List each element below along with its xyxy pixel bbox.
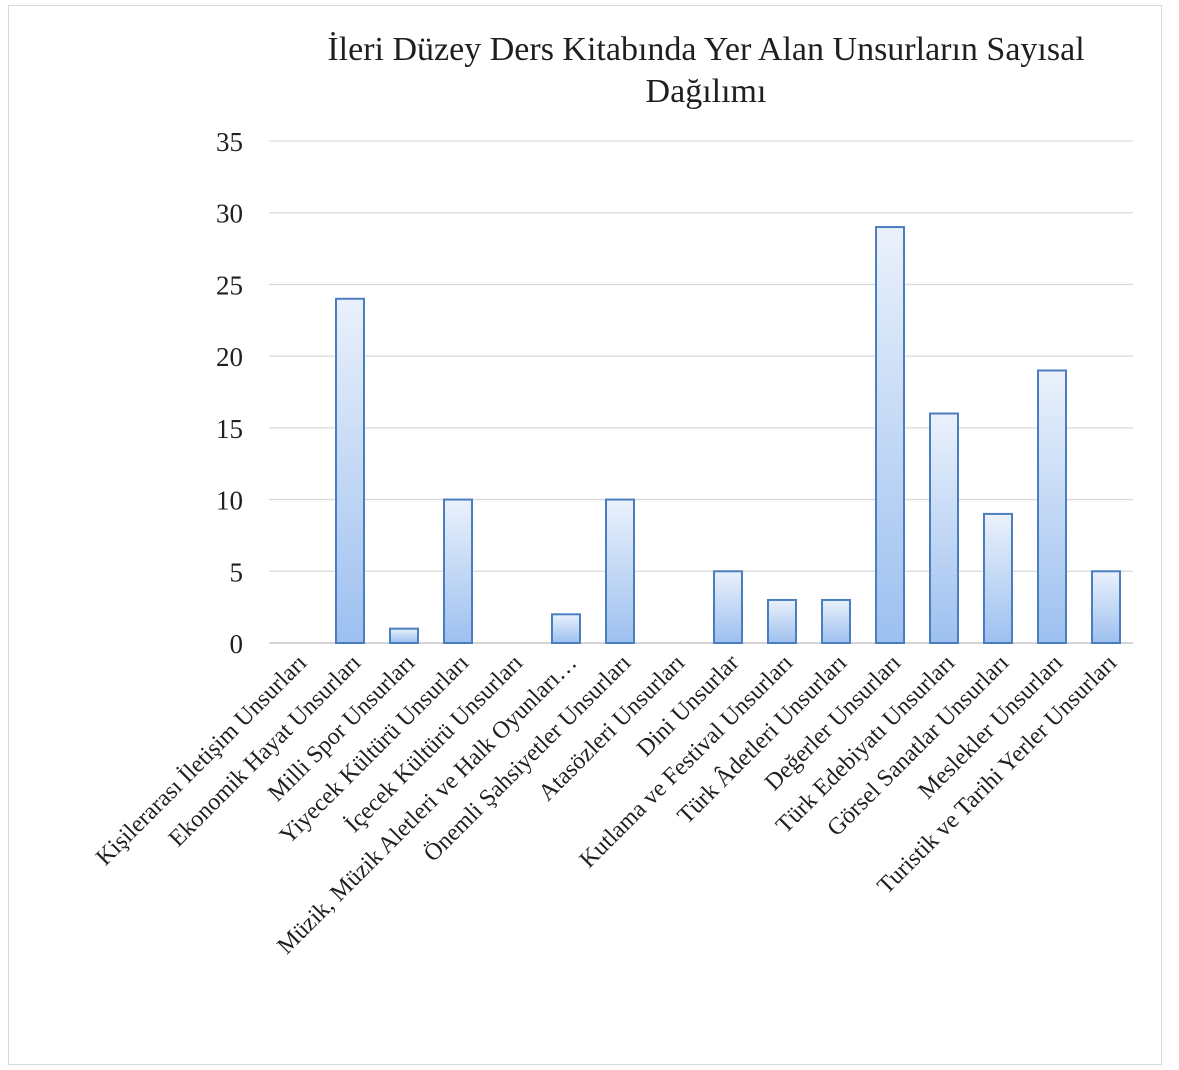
y-axis-ticks: 0 5 10 15 20 25 30 35 [216, 127, 243, 659]
bar [767, 598, 797, 645]
y-tick-label: 25 [216, 270, 243, 300]
chart-title-line-2: Dağılımı [646, 73, 767, 110]
bar [1037, 369, 1067, 644]
y-tick-label: 10 [216, 486, 243, 516]
y-tick-label: 5 [230, 557, 244, 587]
bar [389, 627, 419, 645]
y-tick-label: 30 [216, 199, 243, 229]
y-tick-label: 20 [216, 342, 243, 372]
chart-title-line-1: İleri Düzey Ders Kitabında Yer Alan Unsu… [327, 31, 1084, 68]
bar [335, 297, 365, 644]
bar [1091, 570, 1121, 644]
bar [551, 613, 581, 644]
bar [983, 512, 1013, 645]
bar [821, 598, 851, 645]
bar [875, 226, 905, 645]
bar [605, 498, 635, 645]
x-axis-ticks: Kişilerarası İletişim UnsurlarıEkonomik … [91, 650, 1122, 960]
x-tick-label: Kişilerarası İletişim Unsurları [91, 650, 312, 871]
bar [929, 412, 959, 644]
y-tick-label: 35 [216, 127, 243, 157]
bar [713, 570, 743, 644]
y-tick-label: 0 [230, 629, 244, 659]
bars [335, 226, 1121, 645]
y-tick-label: 15 [216, 414, 243, 444]
bar [443, 498, 473, 645]
chart-frame [8, 5, 1162, 1065]
